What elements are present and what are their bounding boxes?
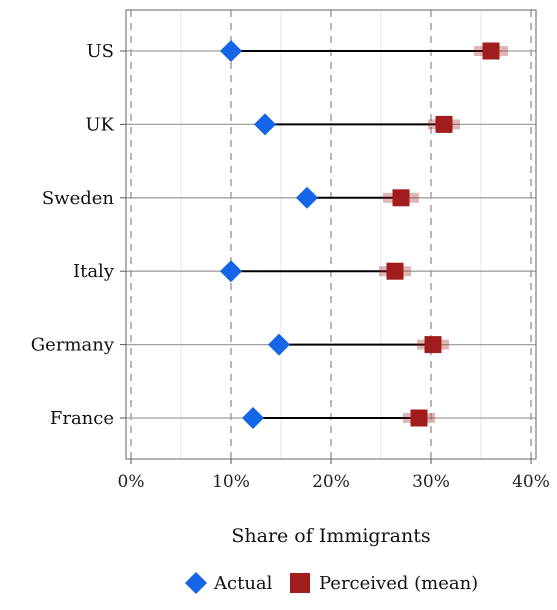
legend-perceived-label: Perceived (mean) xyxy=(319,573,478,594)
legend: Actual Perceived (mean) xyxy=(185,572,478,594)
perceived-marker xyxy=(483,43,500,60)
x-tick-label: 40% xyxy=(512,472,550,492)
perceived-marker xyxy=(393,189,410,206)
legend-actual-label: Actual xyxy=(213,573,273,594)
perceived-marker xyxy=(425,336,442,353)
x-tick-label: 30% xyxy=(412,472,450,492)
legend-perceived-swatch xyxy=(290,573,310,593)
category-label: UK xyxy=(85,114,114,135)
x-axis-ticks: 0% 10% 20% 30% 40% xyxy=(118,459,550,492)
category-label: Germany xyxy=(31,335,115,356)
category-label: France xyxy=(50,408,114,429)
category-label: Italy xyxy=(73,261,115,282)
x-tick-label: 0% xyxy=(118,472,145,492)
legend-actual-swatch xyxy=(185,572,207,594)
perceived-marker xyxy=(411,410,428,427)
x-tick-label: 20% xyxy=(312,472,350,492)
x-tick-label: 10% xyxy=(212,472,250,492)
y-axis-ticks: US UK Sweden Italy Germany France xyxy=(31,41,126,429)
perceived-marker xyxy=(387,263,404,280)
x-axis-title: Share of Immigrants xyxy=(231,525,430,547)
perceived-marker xyxy=(436,116,453,133)
category-label: US xyxy=(86,41,114,62)
category-label: Sweden xyxy=(42,188,115,209)
